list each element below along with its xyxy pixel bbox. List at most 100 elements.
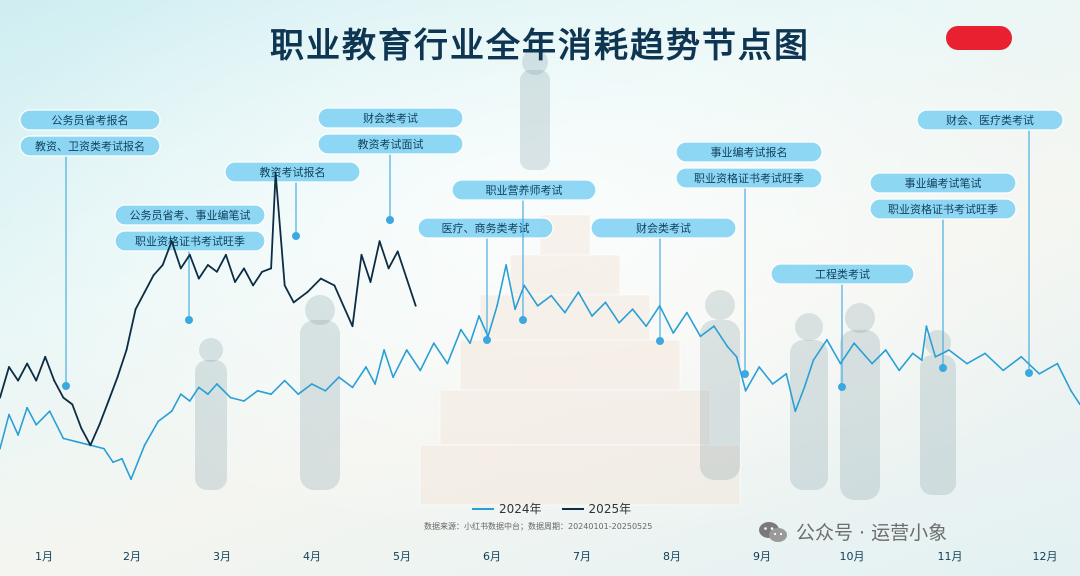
annotation-label: 职业资格证书考试旺季 (135, 234, 245, 248)
x-tick-label-1: 1月 (35, 550, 53, 563)
annotation-layer: 公务员省考报名教资、卫资类考试报名公务员省考、事业编笔试职业资格证书考试旺季教资… (19, 107, 1064, 391)
data-point-2025年-42 (387, 267, 390, 270)
data-point-2024年-41 (478, 315, 480, 317)
data-point-2025年-8 (71, 403, 74, 406)
annotation-marker (838, 383, 846, 391)
data-point-2025年-44 (405, 277, 408, 280)
data-point-2024年-85 (1038, 372, 1041, 375)
data-point-2025年-4 (35, 379, 38, 382)
data-point-2025年-38 (351, 325, 354, 328)
annotation-marker (656, 337, 664, 345)
data-point-2025年-29 (261, 270, 263, 273)
data-point-2024年-64 (758, 366, 761, 368)
data-point-2024年-24 (270, 393, 272, 396)
annotation-label-box (869, 172, 1017, 194)
data-point-2025年-39 (360, 253, 363, 256)
data-point-2024年-31 (365, 366, 367, 368)
data-point-2024年-9 (103, 447, 105, 450)
annotation-label-box (317, 107, 464, 129)
data-point-2024年-5 (48, 410, 51, 413)
annotation-label: 事业编考试报名 (711, 145, 788, 159)
data-point-2024年-61 (726, 345, 729, 348)
data-point-2024年-51 (591, 315, 593, 317)
annotation-label: 工程类考试 (815, 267, 870, 281)
data-point-2024年-29 (338, 376, 340, 379)
annotation-label: 教资、卫资类考试报名 (35, 139, 145, 153)
data-point-2025年-28 (252, 284, 255, 287)
data-point-2024年-46 (523, 284, 526, 287)
x-tick-label-12: 12月 (1033, 550, 1058, 563)
data-point-2024年-10 (112, 461, 114, 464)
data-point-2025年-37 (342, 304, 345, 307)
x-axis: 1月 2月 3月 4月 5月 6月 7月 8月 9月 10月 11月 12月 (35, 550, 1058, 563)
annotation-11: 财会、医疗类考试 (916, 109, 1064, 377)
data-point-2024年-21 (229, 396, 232, 399)
data-point-2025年-16 (143, 291, 146, 294)
data-point-2024年-69 (812, 359, 815, 362)
data-point-2024年-1 (8, 413, 10, 416)
data-point-2024年-52 (604, 301, 607, 304)
data-point-2025年-45 (414, 304, 417, 307)
data-point-2024年-44 (505, 264, 507, 266)
data-point-2025年-11 (98, 423, 101, 426)
series-line-2025年 (0, 172, 417, 447)
annotation-5: 医疗、商务类考试 (417, 217, 554, 344)
annotation-7: 财会类考试 (590, 217, 737, 345)
data-point-2024年-50 (577, 291, 580, 294)
data-source-note: 数据来源：小红书数据中台；数据周期：20240101-20250525 (424, 522, 653, 531)
annotation-label-box (916, 109, 1064, 131)
data-point-2024年-73 (871, 362, 873, 365)
data-point-2024年-62 (735, 355, 738, 358)
data-point-2025年-24 (216, 270, 218, 273)
annotation-marker (62, 382, 70, 390)
annotation-label-box (869, 198, 1017, 220)
data-point-2024年-72 (853, 342, 855, 345)
legend-item-2024: 2024年 (472, 500, 542, 517)
data-point-2024年-35 (405, 349, 408, 351)
data-point-2024年-56 (658, 304, 661, 307)
data-point-2024年-82 (984, 352, 986, 355)
data-point-2024年-79 (934, 355, 937, 358)
wechat-icon (759, 521, 787, 542)
annotation-label: 财会类考试 (363, 111, 418, 125)
data-point-2024年-14 (157, 420, 160, 423)
annotation-label: 财会类考试 (636, 221, 691, 235)
x-tick-label-2: 2月 (123, 550, 141, 563)
annotation-label-box (675, 167, 823, 189)
data-point-2024年-38 (446, 362, 449, 365)
annotation-label-box (114, 230, 266, 252)
data-point-2025年-43 (396, 250, 399, 253)
annotation-3: 教资考试报名 (224, 161, 361, 240)
legend-label-2024: 2024年 (499, 502, 542, 516)
data-point-2025年-34 (306, 291, 309, 294)
annotation-label-box (590, 217, 737, 239)
data-point-2024年-28 (324, 389, 327, 392)
data-point-2024年-76 (911, 352, 914, 355)
series-line-2024年 (0, 264, 1080, 480)
data-point-2025年-41 (378, 240, 381, 243)
annotation-label-box (675, 141, 823, 163)
data-point-2025年-25 (225, 253, 227, 256)
data-point-2025年-26 (234, 281, 236, 283)
annotation-label: 职业营养师考试 (486, 183, 563, 197)
data-point-2024年-47 (536, 304, 539, 307)
x-tick-label-4: 4月 (303, 550, 321, 563)
data-point-2024年-74 (884, 349, 887, 351)
annotation-label: 事业编考试笔试 (905, 176, 982, 190)
data-point-2025年-20 (179, 267, 182, 270)
data-point-2024年-58 (686, 311, 688, 314)
brand-logo-icon (946, 26, 1012, 50)
data-point-2024年-70 (826, 338, 828, 341)
annotation-label: 公务员省考、事业编笔试 (130, 208, 251, 222)
annotation-label-box (224, 161, 361, 183)
annotation-label: 职业资格证书考试旺季 (888, 202, 998, 216)
data-point-2024年-83 (1002, 369, 1005, 372)
data-point-2024年-26 (297, 393, 300, 396)
annotation-marker (483, 336, 491, 344)
annotation-marker (741, 370, 749, 378)
